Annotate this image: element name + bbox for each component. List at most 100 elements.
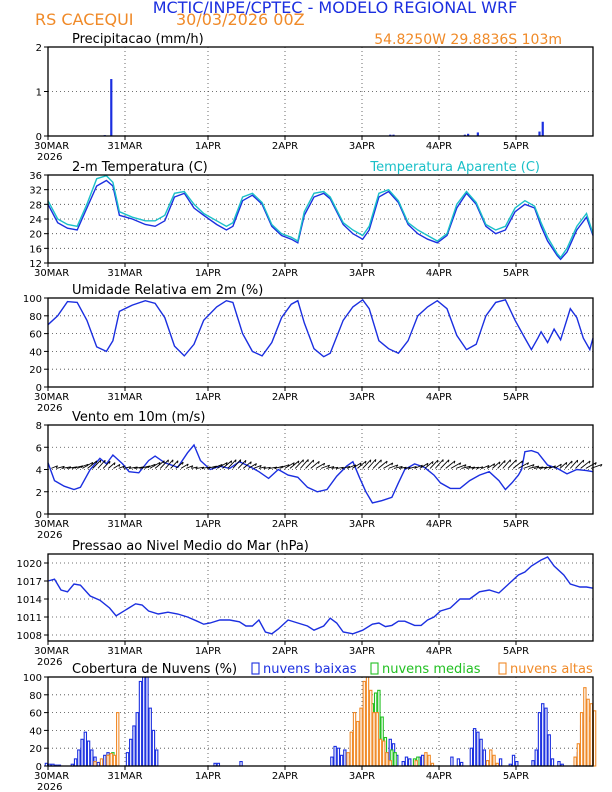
bar-nuvens-baixas: [135, 712, 139, 767]
x-tick-label: 30MAR: [34, 771, 69, 782]
legend-label: nuvens medias: [382, 662, 481, 677]
panel-rh: 0 20 40 60 80 100 30MAR 31MAR 1APR 2APR 3APR 4APR 5A…: [23, 283, 594, 414]
wind-vector: [139, 465, 150, 469]
wind-vector: [102, 460, 111, 469]
bar-nuvens-altas: [579, 712, 584, 767]
x-tick-label: 1APR: [195, 771, 221, 782]
wind-vector: [289, 460, 300, 469]
x-tick-label: 4APR: [426, 646, 452, 657]
y-tick-label: 1017: [17, 577, 42, 588]
y-tick-label: 60: [29, 330, 42, 341]
wind-vector: [123, 466, 132, 469]
header-run: 30/03/2026 00Z: [176, 10, 305, 29]
wind-vector: [180, 463, 189, 469]
bar-nuvens-baixas: [83, 731, 88, 767]
wind-vector: [269, 466, 278, 469]
wind-vector: [492, 461, 501, 469]
x-tick-label: 4APR: [426, 268, 452, 279]
bar-nuvens-altas: [427, 754, 431, 767]
bar-nuvens-baixas: [537, 712, 542, 767]
wind-vector: [585, 462, 597, 469]
bar-nuvens-altas: [362, 680, 366, 767]
panel-title: Pressao ao Nivel Medio do Mar (hPa): [72, 539, 309, 554]
y-tick-label: 80: [29, 691, 42, 702]
wind-vector-head: [498, 461, 501, 465]
wind-vector: [445, 460, 456, 469]
bar-nuvens-altas: [592, 710, 597, 767]
bar-nuvens-baixas: [408, 758, 412, 767]
y-tick-label: 60: [29, 709, 42, 720]
wind-vector-head: [158, 462, 161, 465]
wind-vector: [471, 466, 479, 469]
bar-nuvens-altas: [369, 689, 373, 767]
wind-vector: [61, 466, 71, 469]
bar-nuvens-altas: [489, 749, 493, 767]
wind-vector: [398, 466, 407, 469]
wind-vector-head: [396, 464, 399, 468]
wind-vector: [414, 464, 423, 469]
wind-vector: [274, 465, 284, 469]
x-tick-label: 31MAR: [107, 646, 142, 657]
wind-vector: [227, 459, 237, 469]
wind-vector: [82, 461, 93, 469]
wind-vector-head: [122, 465, 125, 469]
bar-nuvens-altas: [359, 707, 363, 767]
x-tick-label: 31MAR: [107, 141, 142, 152]
bar-nuvens-altas: [356, 720, 360, 767]
bar-nuvens-baixas: [541, 703, 545, 767]
wind-vector: [518, 462, 529, 469]
wind-vector-head: [195, 466, 198, 470]
wind-vector: [435, 459, 444, 469]
bar-nuvens-altas: [576, 743, 581, 767]
panel-title: Precipitacao (mm/h): [72, 32, 204, 47]
x-year-label: 2026: [37, 530, 62, 541]
series-line-vento: [47, 443, 594, 504]
y-tick-label: 1008: [17, 631, 42, 642]
wind-vector: [263, 466, 271, 469]
bar-nuvens-baixas: [132, 725, 136, 767]
bar-nuvens-baixas: [154, 749, 159, 767]
wind-vector: [211, 464, 223, 469]
wind-vector: [159, 459, 169, 469]
y-tick-label: 20: [29, 744, 42, 755]
x-tick-label: 30MAR: [34, 268, 69, 279]
y-tick-label: 40: [29, 726, 42, 737]
bar-nuvens-altas: [589, 703, 594, 767]
bar-nuvens-baixas: [534, 749, 538, 767]
y-tick-label: 80: [29, 312, 42, 323]
bar-nuvens-baixas: [86, 740, 91, 767]
bar-nuvens-baixas: [77, 749, 81, 767]
bar-nuvens-altas: [573, 756, 577, 767]
wind-vector-head: [459, 462, 462, 466]
plot-frame: [47, 553, 594, 642]
y-tick-label: 16: [29, 244, 42, 255]
wind-vector: [196, 466, 205, 469]
x-year-label: 2026: [37, 782, 62, 792]
wind-vector-head: [493, 463, 496, 467]
wind-vector-head: [527, 462, 530, 466]
bar-nuvens-baixas: [550, 758, 555, 767]
bar-nuvens-baixas: [531, 760, 535, 767]
wind-vector: [544, 466, 552, 469]
bar-nuvens-baixas: [421, 754, 425, 767]
wind-vector-head: [318, 461, 320, 464]
x-tick-label: 5APR: [503, 771, 529, 782]
wind-vector: [315, 462, 325, 469]
bar-nuvens-altas: [414, 760, 418, 767]
x-tick-label: 1APR: [195, 519, 221, 530]
bar-nuvens-baixas: [339, 754, 344, 767]
wind-vector: [419, 462, 429, 469]
x-tick-label: 2APR: [272, 268, 298, 279]
x-tick-label: 2APR: [272, 519, 298, 530]
bar-nuvens-baixas: [129, 738, 133, 767]
wind-vector: [372, 459, 382, 469]
wind-vector: [191, 466, 198, 469]
bar-nuvens-altas: [109, 752, 113, 767]
wind-vector: [554, 463, 562, 469]
wind-vector: [528, 465, 540, 469]
panel-title: 2-m Temperatura (C): [72, 160, 208, 175]
wind-vector-head: [386, 460, 388, 464]
wind-vector: [580, 460, 591, 469]
wind-vector: [284, 462, 295, 469]
y-tick-label: 1011: [17, 613, 42, 624]
